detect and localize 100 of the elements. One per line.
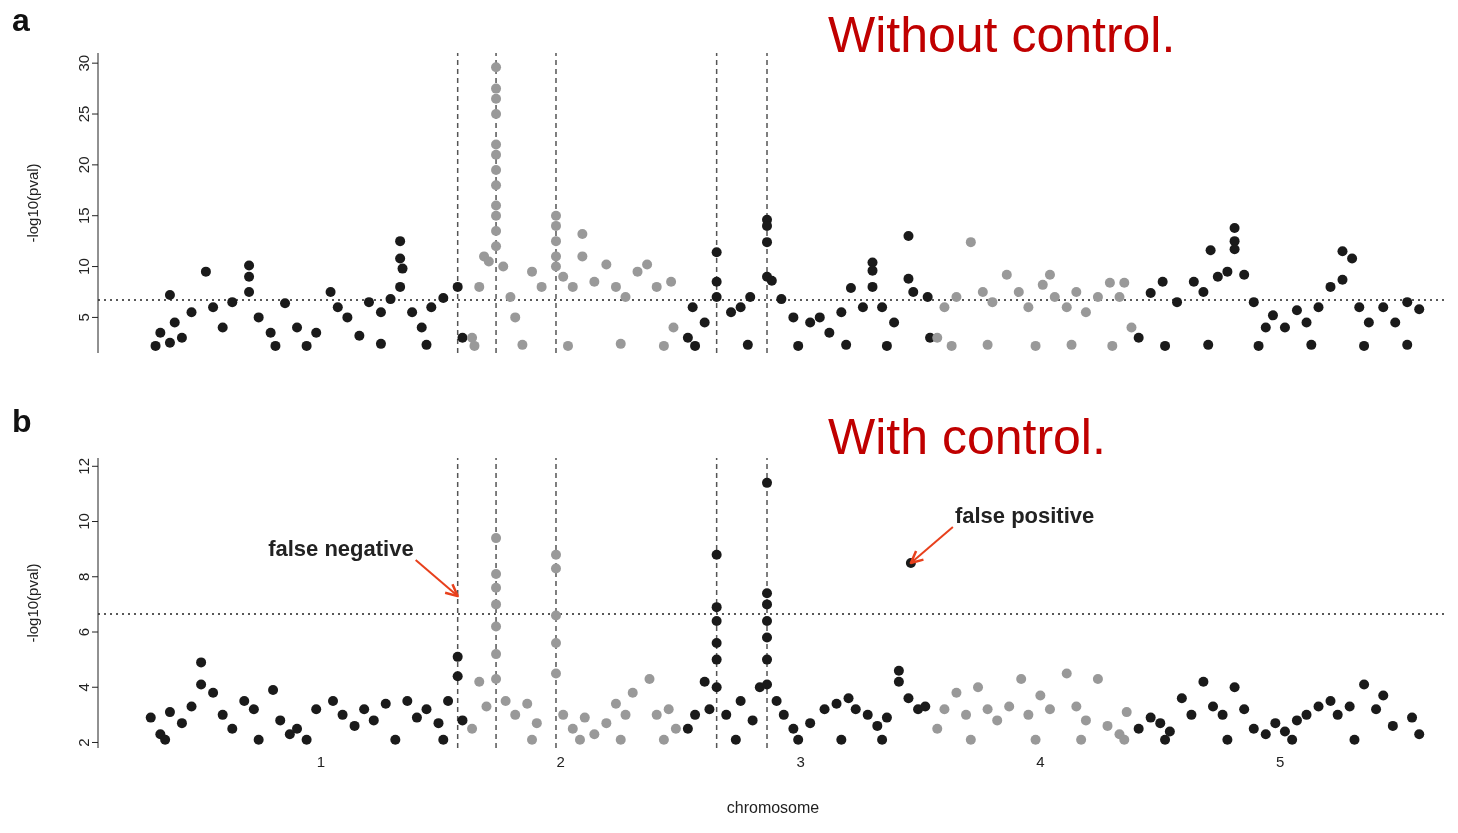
point (620, 292, 631, 303)
point (1092, 673, 1103, 684)
y-tick-label: 12 (75, 457, 93, 475)
point (1133, 332, 1144, 343)
point (1080, 307, 1091, 318)
point (682, 332, 693, 343)
point (474, 281, 485, 292)
point (1071, 286, 1082, 297)
point (244, 286, 255, 297)
point (200, 266, 211, 277)
point (1301, 709, 1312, 720)
point (491, 200, 502, 211)
point (747, 715, 758, 726)
point (244, 260, 255, 271)
point (850, 704, 861, 715)
point (762, 237, 773, 248)
point (601, 259, 612, 270)
point (1160, 340, 1171, 351)
point (1030, 734, 1041, 745)
point (217, 709, 228, 720)
point (903, 273, 914, 284)
point (196, 657, 207, 668)
point (457, 715, 468, 726)
point (1061, 668, 1072, 679)
point (517, 339, 528, 350)
point (1121, 707, 1132, 718)
point (771, 696, 782, 707)
point (239, 696, 250, 707)
point (270, 340, 281, 351)
point (903, 231, 914, 242)
point (208, 687, 219, 698)
x-tick-label: 5 (1275, 752, 1285, 770)
point (862, 709, 873, 720)
point (1325, 696, 1336, 707)
point (889, 317, 900, 328)
point (788, 723, 799, 734)
point (766, 275, 777, 286)
point (342, 312, 353, 323)
chart-subtitle: With control. (828, 408, 1106, 466)
point (421, 704, 432, 715)
point (841, 339, 852, 350)
point (1044, 269, 1055, 280)
point (491, 599, 502, 610)
point (939, 302, 950, 313)
point (1222, 734, 1233, 745)
point (354, 330, 365, 341)
point (421, 339, 432, 350)
point (1332, 709, 1343, 720)
point (632, 266, 643, 277)
point (301, 340, 312, 351)
point (176, 332, 187, 343)
point (359, 704, 370, 715)
point (1402, 297, 1413, 308)
x-tick-label: 4 (1036, 752, 1045, 770)
point (452, 671, 463, 682)
point (550, 261, 561, 272)
point (536, 281, 547, 292)
point (558, 709, 569, 720)
point (558, 271, 569, 282)
point (1092, 292, 1103, 303)
point (872, 720, 883, 731)
point (577, 251, 588, 262)
point (577, 229, 588, 240)
point (491, 139, 502, 150)
point (1160, 734, 1171, 745)
point (491, 62, 502, 73)
point (1157, 276, 1168, 287)
point (1253, 340, 1264, 351)
point (762, 632, 773, 643)
point (1260, 322, 1271, 333)
point (977, 286, 988, 297)
chart-subtitle: Without control. (828, 6, 1176, 64)
point (483, 256, 494, 267)
point (567, 281, 578, 292)
point (762, 477, 773, 488)
point (1071, 701, 1082, 712)
point (280, 298, 291, 309)
point (397, 263, 408, 274)
point (1325, 281, 1336, 292)
point (932, 332, 943, 343)
point (301, 734, 312, 745)
point (327, 696, 338, 707)
point (922, 292, 933, 303)
point (349, 720, 360, 731)
point (426, 302, 437, 313)
point (682, 723, 693, 734)
point (778, 709, 789, 720)
point (1188, 276, 1199, 287)
point (550, 236, 561, 247)
point (1145, 712, 1156, 723)
point (227, 723, 238, 734)
point (857, 302, 868, 313)
point (589, 276, 600, 287)
point (836, 734, 847, 745)
x-tick-label: 1 (316, 752, 326, 770)
point (805, 317, 816, 328)
point (788, 312, 799, 323)
point (690, 709, 701, 720)
point (1306, 339, 1317, 350)
point (711, 638, 722, 649)
